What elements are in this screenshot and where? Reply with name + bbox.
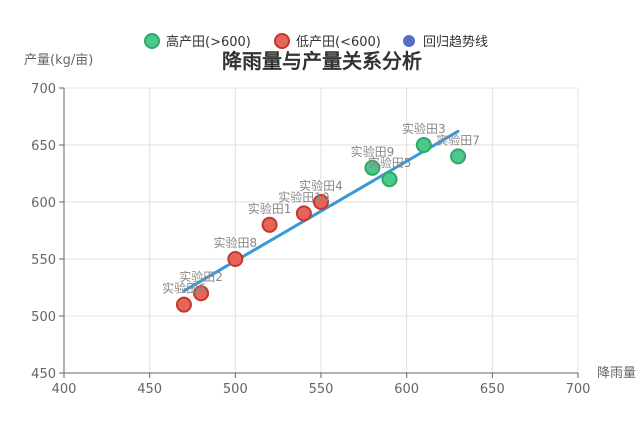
y-tick-label: 650 — [31, 139, 56, 154]
legend[interactable]: 高产田(>600) 低产田(<600) 回归趋势线 — [144, 33, 488, 50]
y-tick-label: 550 — [31, 253, 56, 268]
point-label: 实验田8 — [214, 235, 258, 250]
y-tick-label: 450 — [31, 367, 56, 382]
point-label: 实验田6 — [162, 281, 206, 296]
point-label: 实验田3 — [402, 121, 446, 136]
scatter-point[interactable] — [381, 171, 398, 188]
x-tick-label: 400 — [52, 382, 77, 397]
scatter-point[interactable] — [227, 251, 244, 267]
point-label: 实验田2 — [179, 269, 223, 284]
x-tick-label: 500 — [223, 382, 248, 397]
point-label: 实验田1 — [248, 201, 292, 216]
scatter-point[interactable] — [175, 296, 192, 313]
legend-item[interactable]: 回归趋势线 — [403, 34, 488, 50]
scatter-point[interactable] — [193, 285, 210, 302]
chart-title: 降雨量与产量关系分析 — [222, 49, 422, 73]
legend-symbol — [274, 33, 290, 49]
scatter-point[interactable] — [415, 137, 432, 153]
legend-item[interactable]: 低产田(<600) — [274, 33, 381, 50]
x-axis-title: 降雨量 — [597, 366, 636, 381]
legend-symbol — [144, 33, 160, 49]
point-label: 实验田4 — [299, 178, 343, 193]
x-tick-label: 650 — [480, 382, 505, 397]
x-tick-label: 600 — [394, 382, 419, 397]
grid — [63, 87, 579, 374]
scatter-point[interactable] — [261, 216, 278, 233]
y-axis-title: 产量(kg/亩) — [24, 52, 93, 68]
point-label: 实验田7 — [436, 132, 480, 147]
x-tick-label: 550 — [309, 382, 334, 397]
point-label: 实验田5 — [368, 155, 412, 170]
scatter-point[interactable] — [295, 205, 312, 222]
legend-label: 低产田(<600) — [296, 35, 381, 50]
point-label: 实验田9 — [351, 144, 395, 159]
y-tick-label: 600 — [31, 196, 56, 211]
x-tick-label: 700 — [566, 382, 591, 397]
points-layer — [175, 137, 467, 313]
legend-item[interactable]: 高产田(>600) — [144, 33, 251, 50]
point-label: 实验田10 — [278, 189, 329, 204]
scatter-point[interactable] — [364, 159, 381, 176]
y-tick-label: 500 — [31, 310, 56, 325]
y-tick-label: 700 — [31, 82, 56, 97]
x-tick-label: 450 — [137, 382, 162, 397]
scatter-point[interactable] — [450, 148, 467, 165]
legend-label: 高产田(>600) — [166, 34, 251, 50]
scatter-point[interactable] — [313, 194, 329, 210]
legend-label: 回归趋势线 — [423, 34, 488, 50]
legend-symbol — [403, 35, 415, 47]
